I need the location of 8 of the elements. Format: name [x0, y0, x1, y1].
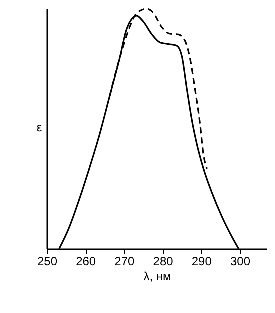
x-tick-label: 260	[76, 254, 96, 268]
y-axis-title: ε	[36, 120, 43, 134]
x-axis-title: λ, нм	[144, 270, 172, 284]
x-tick-label: 270	[114, 254, 136, 268]
x-tick-label: 290	[192, 254, 212, 268]
x-tick-label: 300	[230, 254, 251, 268]
x-tick-label: 280	[153, 254, 174, 268]
x-tick-label: 250	[37, 254, 58, 268]
